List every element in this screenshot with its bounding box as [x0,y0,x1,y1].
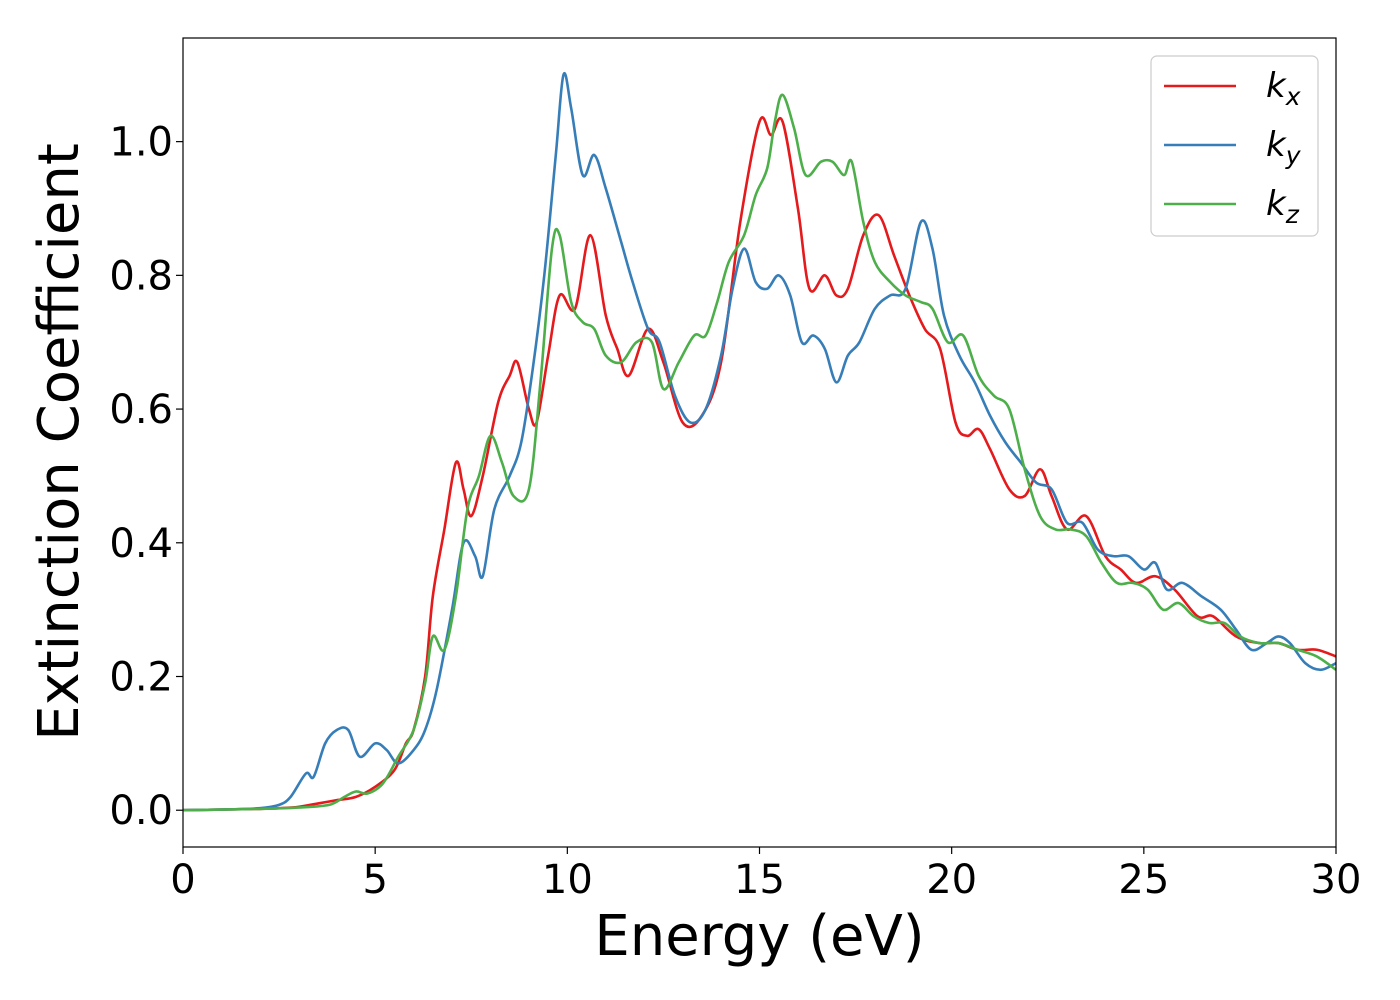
x-axis-ticks: 0 5 10 15 20 25 30 [170,847,1361,903]
y-tick-label: 0.4 [109,521,173,567]
x-tick-label: 15 [734,857,785,903]
x-axis-label: Energy (eV) [594,904,924,969]
y-tick-label: 0.8 [109,253,173,299]
legend-label-z: kz [1266,184,1300,229]
series-line-y [182,71,1337,812]
y-tick-label: 0.6 [109,387,173,433]
y-tick-label: 1.0 [109,120,173,166]
y-tick-label: 0.0 [109,788,173,834]
series-line-z [182,93,1337,812]
series-layer [182,71,1337,812]
x-tick-label: 30 [1311,857,1362,903]
legend-label-x: kx [1266,66,1301,111]
x-tick-label: 20 [926,857,977,903]
x-tick-label: 25 [1118,857,1169,903]
legend: kx ky kz [1150,55,1319,237]
plot-background [183,38,1336,847]
y-axis-ticks: 0.0 0.2 0.4 0.6 0.8 1.0 [109,120,183,834]
legend-label-y: ky [1266,125,1302,170]
y-tick-label: 0.2 [109,655,173,701]
x-tick-label: 0 [170,857,195,903]
x-tick-label: 10 [542,857,593,903]
y-axis-label: Extinction Coefficient [27,143,92,741]
series-line-x [182,116,1337,812]
x-tick-label: 5 [362,857,387,903]
